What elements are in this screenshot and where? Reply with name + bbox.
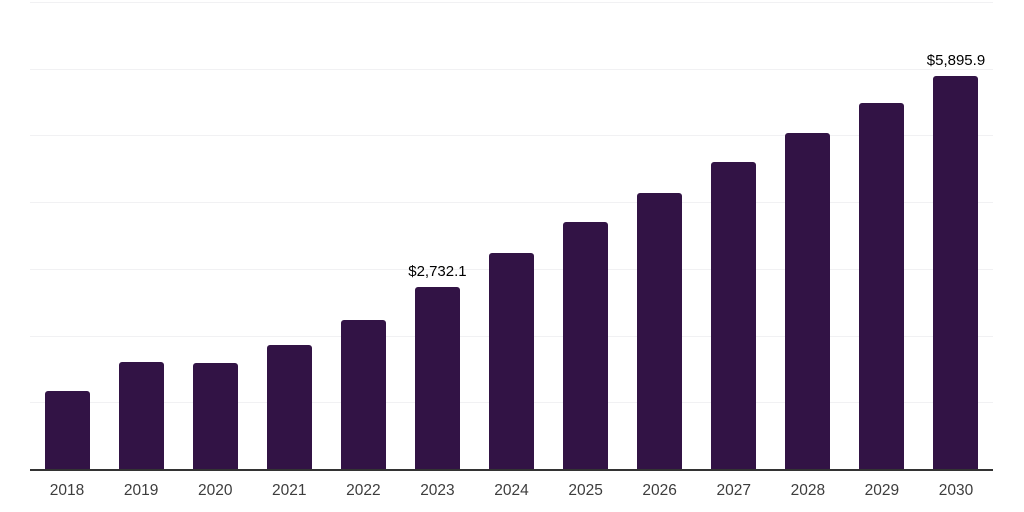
bar-slot-2030: $5,895.9 bbox=[919, 0, 993, 469]
bar-value-label-2023: $2,732.1 bbox=[408, 262, 467, 280]
gridline-6000 bbox=[30, 68, 993, 70]
bar-slot-2026 bbox=[623, 0, 697, 469]
bar-2022 bbox=[340, 320, 386, 469]
gridline-4000 bbox=[30, 202, 993, 204]
x-tick-label-2021: 2021 bbox=[272, 482, 307, 499]
bar-2018 bbox=[44, 390, 90, 469]
bar-2021 bbox=[266, 344, 312, 469]
bar-slot-2027 bbox=[697, 0, 771, 469]
x-tick-label-2019: 2019 bbox=[123, 482, 159, 499]
x-axis-tick-labels: 2018 2019 2020 2021 2022 2023 2024 2025 2026 2027… bbox=[30, 482, 993, 500]
bar-2025 bbox=[563, 221, 609, 469]
bar-slot-2022 bbox=[326, 0, 400, 469]
bar-slot-2023: $2,732.1 bbox=[400, 0, 474, 469]
bar-2020 bbox=[192, 362, 238, 469]
bar-2023 bbox=[414, 286, 460, 469]
bar-slot-2025 bbox=[549, 0, 623, 469]
x-tick-label-2018: 2018 bbox=[49, 482, 85, 499]
bar-slot-2028 bbox=[771, 0, 845, 469]
bar-slot-2029 bbox=[845, 0, 919, 469]
gridline-5000 bbox=[30, 135, 993, 137]
x-tick-label-2026: 2026 bbox=[642, 482, 677, 499]
bar-value-label-2030: $5,895.9 bbox=[926, 51, 986, 69]
x-tick-label-2024: 2024 bbox=[494, 482, 529, 499]
x-tick-label-2020: 2020 bbox=[197, 482, 233, 499]
bar-slot-2019 bbox=[104, 0, 178, 469]
bar-2028 bbox=[785, 132, 831, 469]
bar-2019 bbox=[118, 361, 164, 469]
bars-group: $2,732.1 $5,895.9 bbox=[30, 0, 993, 469]
gridline-7000 bbox=[30, 2, 993, 3]
x-axis-line bbox=[30, 469, 993, 471]
x-tick-label-2028: 2028 bbox=[790, 482, 826, 499]
x-tick-label-2027: 2027 bbox=[716, 482, 751, 499]
x-tick-label-2025: 2025 bbox=[568, 482, 603, 499]
x-tick-label-2023: 2023 bbox=[420, 482, 455, 499]
bar-slot-2018 bbox=[30, 0, 104, 469]
x-tick-label-2029: 2029 bbox=[864, 482, 900, 499]
bar-slot-2021 bbox=[252, 0, 326, 469]
x-tick-label-2030: 2030 bbox=[938, 482, 974, 499]
bar-slot-2024 bbox=[474, 0, 548, 469]
x-tick-label-2022: 2022 bbox=[346, 482, 381, 499]
bar-slot-2020 bbox=[178, 0, 252, 469]
bar-2027 bbox=[711, 162, 757, 469]
bar-2024 bbox=[489, 252, 534, 469]
bar-2030 bbox=[933, 75, 979, 469]
bar-2029 bbox=[859, 103, 905, 469]
plot-area: $2,732.1 $5,895.9 bbox=[30, 0, 993, 471]
bar-2026 bbox=[637, 192, 683, 469]
